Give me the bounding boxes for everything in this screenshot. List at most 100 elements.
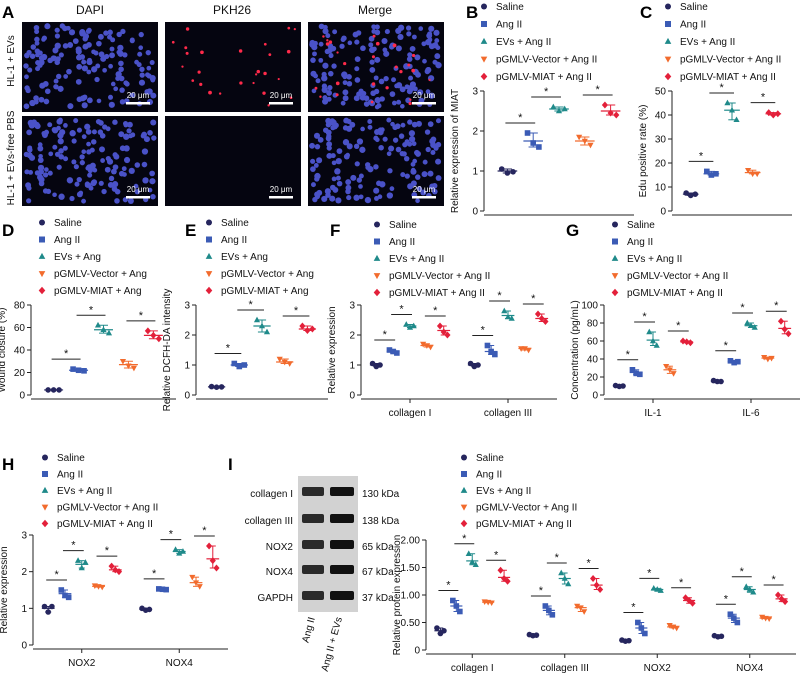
nucleus-5-37 — [398, 133, 405, 139]
nucleus-2-149 — [376, 103, 382, 109]
nucleus-2-141 — [406, 56, 413, 62]
scale-bar-label-0: 20 μm — [127, 91, 150, 100]
data-point-d-0-0-0 — [45, 387, 51, 393]
nucleus-5-97 — [346, 118, 352, 124]
x-tick-label-i-0: collagen I — [451, 663, 494, 674]
nucleus-5-14 — [427, 170, 434, 177]
nucleus-3-103 — [58, 154, 65, 160]
nucleus-3-2 — [28, 169, 34, 175]
data-point-g-1-1-0 — [727, 358, 734, 364]
chart-panel-e: Saline Ang II EVs + Ang pGMLV-Vector + Ang p… — [162, 218, 328, 411]
nucleus-3-133 — [143, 136, 150, 143]
nucleus-5-118 — [395, 146, 402, 153]
legend-marker-i-1 — [461, 471, 467, 477]
blot-label-nox4: NOX4 — [266, 567, 294, 578]
nucleus-3-104 — [63, 156, 69, 162]
nucleus-5-109 — [335, 197, 342, 204]
nucleus-2-68 — [339, 43, 345, 49]
nucleus-0-119 — [54, 33, 60, 39]
nucleus-2-84 — [391, 100, 397, 106]
data-point-g-0-4-0 — [679, 337, 687, 345]
nucleus-0-77 — [118, 60, 124, 67]
nucleus-0-61 — [94, 76, 100, 83]
y-axis-label-d: Wound closure (%) — [0, 308, 8, 393]
nucleus-5-91 — [399, 150, 405, 157]
nucleus-0-65 — [150, 77, 156, 83]
nucleus-5-120 — [359, 146, 366, 153]
nucleus-3-7 — [142, 177, 149, 184]
nucleus-3-29 — [112, 119, 118, 125]
nucleus-0-24 — [57, 85, 64, 92]
nucleus-5-31 — [345, 179, 352, 185]
legend-label-g-4: pGMLV-MIAT + Ang II — [627, 288, 723, 299]
nucleus-0-128 — [82, 43, 89, 50]
nucleus-2-9 — [373, 75, 379, 81]
legend-marker-f-0 — [374, 221, 380, 228]
pkh26-spot-2-18 — [372, 34, 376, 38]
nucleus-3-72 — [76, 127, 82, 133]
y-tick-label-f-3: 3 — [349, 301, 355, 312]
nucleus-0-107 — [108, 63, 113, 69]
data-point-f-0-1-0 — [386, 347, 393, 353]
nucleus-2-123 — [310, 70, 317, 77]
micro-bg-4 — [165, 116, 301, 206]
nucleus-5-38 — [313, 132, 321, 139]
nucleus-0-11 — [149, 60, 155, 66]
chart-panel-b: Saline Ang II EVs + Ang II pGMLV-Vector + A… — [450, 2, 634, 218]
nucleus-3-81 — [59, 129, 66, 136]
nucleus-3-99 — [81, 149, 87, 155]
data-point-c-0-0-2 — [692, 191, 699, 197]
data-point-i-3-1-0 — [727, 611, 734, 618]
nucleus-2-142 — [356, 91, 362, 97]
nucleus-5-36 — [386, 192, 394, 199]
y-tick-label-f-1: 1 — [349, 361, 355, 372]
micro-tile-3: 20 μm — [22, 116, 158, 206]
nucleus-5-117 — [376, 180, 382, 187]
y-axis-label-i: Relative protein expression — [392, 535, 403, 656]
band-ang-ii-evs-1 — [330, 514, 354, 523]
nucleus-3-124 — [107, 181, 114, 188]
nucleus-0-97 — [40, 53, 48, 61]
panel-letter-a: A — [2, 3, 14, 22]
x-tick-label-f-0: collagen I — [389, 408, 432, 419]
nucleus-2-80 — [374, 97, 381, 104]
nucleus-5-25 — [408, 135, 416, 143]
nucleus-3-105 — [24, 169, 30, 175]
nucleus-0-30 — [24, 52, 30, 59]
nucleus-0-2 — [33, 95, 39, 101]
sig-star-e-0-1: * — [249, 299, 254, 311]
nucleus-2-92 — [368, 42, 374, 48]
nucleus-2-44 — [396, 99, 402, 105]
data-point-g-0-2-0 — [646, 328, 653, 335]
legend-marker-b-0 — [481, 3, 487, 10]
scale-bar-1 — [269, 102, 293, 105]
data-point-i-0-1-0 — [450, 597, 456, 604]
nucleus-5-88 — [326, 133, 332, 140]
legend-marker-e-1 — [206, 236, 212, 243]
blot-kda-gapdh: 37 kDa — [362, 593, 394, 604]
scale-bar-2 — [412, 102, 436, 105]
nucleus-5-139 — [314, 193, 321, 200]
sig-star-g-1-1: * — [740, 302, 745, 314]
y-tick-label-i-0: 0 — [414, 646, 420, 657]
nucleus-5-42 — [335, 175, 341, 181]
sig-star-i-3-0: * — [724, 593, 729, 605]
y-tick-label-e-2: 2 — [184, 331, 190, 342]
pkh26-spot-2-21 — [314, 86, 318, 90]
nucleus-0-105 — [62, 43, 69, 49]
nucleus-2-121 — [379, 96, 385, 102]
nucleus-2-40 — [374, 56, 381, 63]
data-point-d-0-1-0 — [70, 366, 76, 372]
legend-marker-i-0 — [461, 454, 467, 461]
nucleus-3-93 — [126, 121, 133, 128]
data-point-f-0-2-0 — [403, 321, 410, 327]
blot-label-gapdh: GAPDH — [257, 593, 293, 604]
pkh26-spot-1-9 — [239, 81, 243, 85]
nucleus-0-86 — [34, 40, 40, 46]
legend-marker-g-4 — [611, 288, 619, 297]
legend-label-e-3: pGMLV-Vector + Ang — [221, 269, 314, 280]
data-point-f-1-3-1 — [521, 346, 528, 352]
nucleus-3-48 — [133, 183, 139, 189]
sig-star-f-0-0: * — [383, 329, 388, 341]
blot-kda-collagen-iii: 138 kDa — [362, 516, 400, 527]
